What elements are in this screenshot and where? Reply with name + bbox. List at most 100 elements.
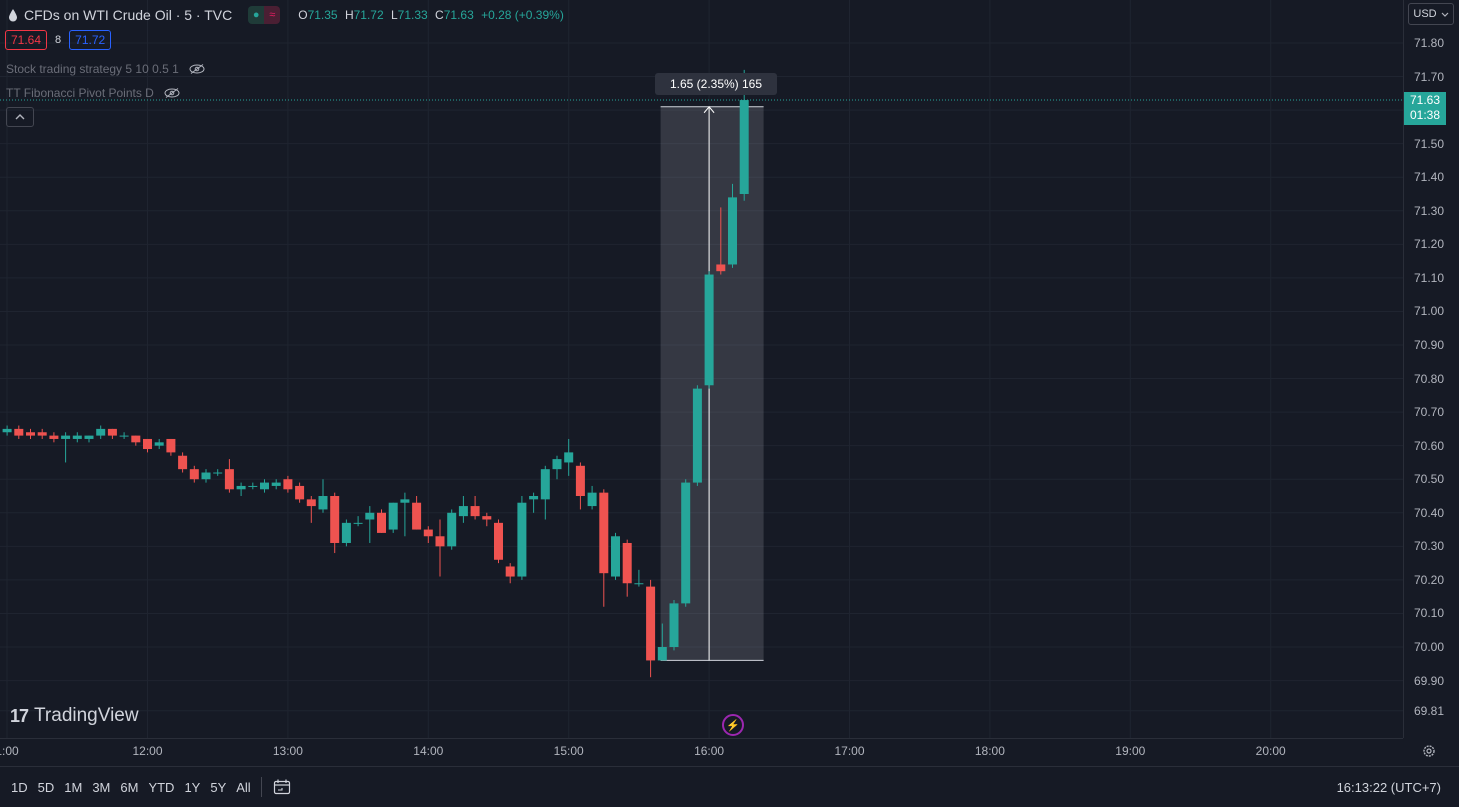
candle-body <box>166 438 176 453</box>
candle <box>657 623 667 661</box>
price-tick-label: 70.10 <box>1414 606 1445 621</box>
candle-body <box>634 583 644 585</box>
buy-sell-panel: 71.64 8 71.72 <box>5 30 112 50</box>
candle <box>529 492 539 513</box>
candle-body <box>657 647 667 661</box>
range-button-all[interactable]: All <box>236 779 251 795</box>
candle-body <box>458 506 468 517</box>
indicator-pivots[interactable]: TT Fibonacci Pivot Points D <box>6 86 180 100</box>
candle-body <box>470 506 480 517</box>
candle-body <box>306 499 316 507</box>
time-tick-label: 19:00 <box>1115 744 1146 758</box>
candle <box>178 452 188 473</box>
candle-body <box>505 566 515 577</box>
candle <box>728 183 737 268</box>
candle-body <box>365 512 375 520</box>
sell-button[interactable]: 71.64 <box>5 30 48 50</box>
candle-body <box>353 522 363 524</box>
candle-body <box>61 435 71 439</box>
candle <box>201 469 211 483</box>
candle-body <box>37 432 47 436</box>
candle <box>599 489 609 607</box>
candle <box>622 539 632 597</box>
candle <box>587 485 597 510</box>
candle-body <box>728 197 737 265</box>
range-button-1m[interactable]: 1M <box>64 779 83 795</box>
range-button-1y[interactable]: 1Y <box>184 779 201 795</box>
price-chart[interactable] <box>0 0 1403 738</box>
clock[interactable]: 16:13:22 (UTC+7) <box>1336 779 1441 795</box>
bottom-toolbar: 1D 5D 1M 3M 6M YTD 1Y 5Y All 16:13:22 (UTC+7) <box>0 766 1459 807</box>
candle-body <box>2 428 12 433</box>
indicator-label: Stock trading strategy 5 10 0.5 1 <box>6 62 179 76</box>
candle-body <box>14 428 24 436</box>
indicator-strategy[interactable]: Stock trading strategy 5 10 0.5 1 <box>6 62 205 76</box>
calendar-icon[interactable] <box>273 779 291 795</box>
candle <box>37 428 47 439</box>
range-button-5d[interactable]: 5D <box>37 779 55 795</box>
candle-body <box>494 522 503 560</box>
eye-off-icon[interactable] <box>164 88 180 98</box>
toolbar-divider <box>260 777 262 797</box>
candle <box>423 526 433 543</box>
market-status[interactable]: ● ≈ <box>248 6 281 24</box>
time-tick-label: 18:00 <box>974 744 1005 758</box>
price-tick-label: 71.30 <box>1414 203 1445 218</box>
candle <box>248 482 258 490</box>
candle <box>669 600 679 651</box>
candle <box>306 496 316 523</box>
candle-body <box>49 435 59 439</box>
range-button-1d[interactable]: 1D <box>11 779 28 795</box>
candle <box>681 479 691 607</box>
gear-icon[interactable] <box>1422 744 1436 761</box>
candle-body <box>529 496 539 500</box>
candle-body <box>224 469 234 490</box>
buy-button[interactable]: 71.72 <box>69 30 112 50</box>
time-tick-label: 16:00 <box>694 744 725 758</box>
candle-body <box>341 522 351 543</box>
range-button-6m[interactable]: 6M <box>120 779 139 795</box>
chevron-up-icon <box>15 114 25 120</box>
data-delay-icon: ≈ <box>264 6 281 24</box>
candle-body <box>423 529 433 537</box>
bolt-icon[interactable]: ⚡ <box>722 714 744 736</box>
time-axis[interactable]: 1:00 12:00 13:00 14:00 15:00 16:00 17:00 18:00 1… <box>0 738 1403 767</box>
candle <box>388 502 398 533</box>
candle-body <box>646 586 656 661</box>
candle <box>61 432 71 463</box>
candle <box>611 532 620 580</box>
candle-body <box>447 512 457 547</box>
candle <box>107 428 117 439</box>
candle <box>154 438 164 450</box>
candle <box>435 519 445 577</box>
candle-body <box>201 472 211 480</box>
eye-off-icon[interactable] <box>189 64 205 74</box>
collapse-indicators-button[interactable] <box>6 107 34 127</box>
candle <box>72 432 82 443</box>
time-tick-label: 12:00 <box>132 744 163 758</box>
candle-body <box>295 485 305 500</box>
tradingview-logo[interactable]: 17 TradingView <box>10 705 139 727</box>
candle <box>365 506 375 543</box>
candle <box>131 435 141 446</box>
time-tick-label: 15:00 <box>553 744 584 758</box>
range-button-ytd[interactable]: YTD <box>148 779 175 795</box>
candle-body <box>72 435 82 439</box>
high-value: 71.72 <box>353 8 384 22</box>
price-tick-label: 70.20 <box>1414 572 1445 587</box>
candle-body <box>400 499 410 503</box>
candle-body <box>143 438 152 450</box>
symbol-title[interactable]: CFDs on WTI Crude Oil · 5 · TVC <box>24 7 233 23</box>
candle <box>692 385 702 486</box>
currency-select[interactable]: USD <box>1408 3 1454 25</box>
candle <box>564 438 574 476</box>
close-value: 71.63 <box>443 8 474 22</box>
open-value: 71.35 <box>307 8 338 22</box>
range-button-5y[interactable]: 5Y <box>210 779 227 795</box>
price-tick-label: 71.50 <box>1414 136 1445 151</box>
candle-body <box>283 479 293 490</box>
range-button-3m[interactable]: 3M <box>92 779 111 795</box>
candle <box>213 469 223 476</box>
candle <box>224 459 234 493</box>
candle <box>458 496 468 523</box>
